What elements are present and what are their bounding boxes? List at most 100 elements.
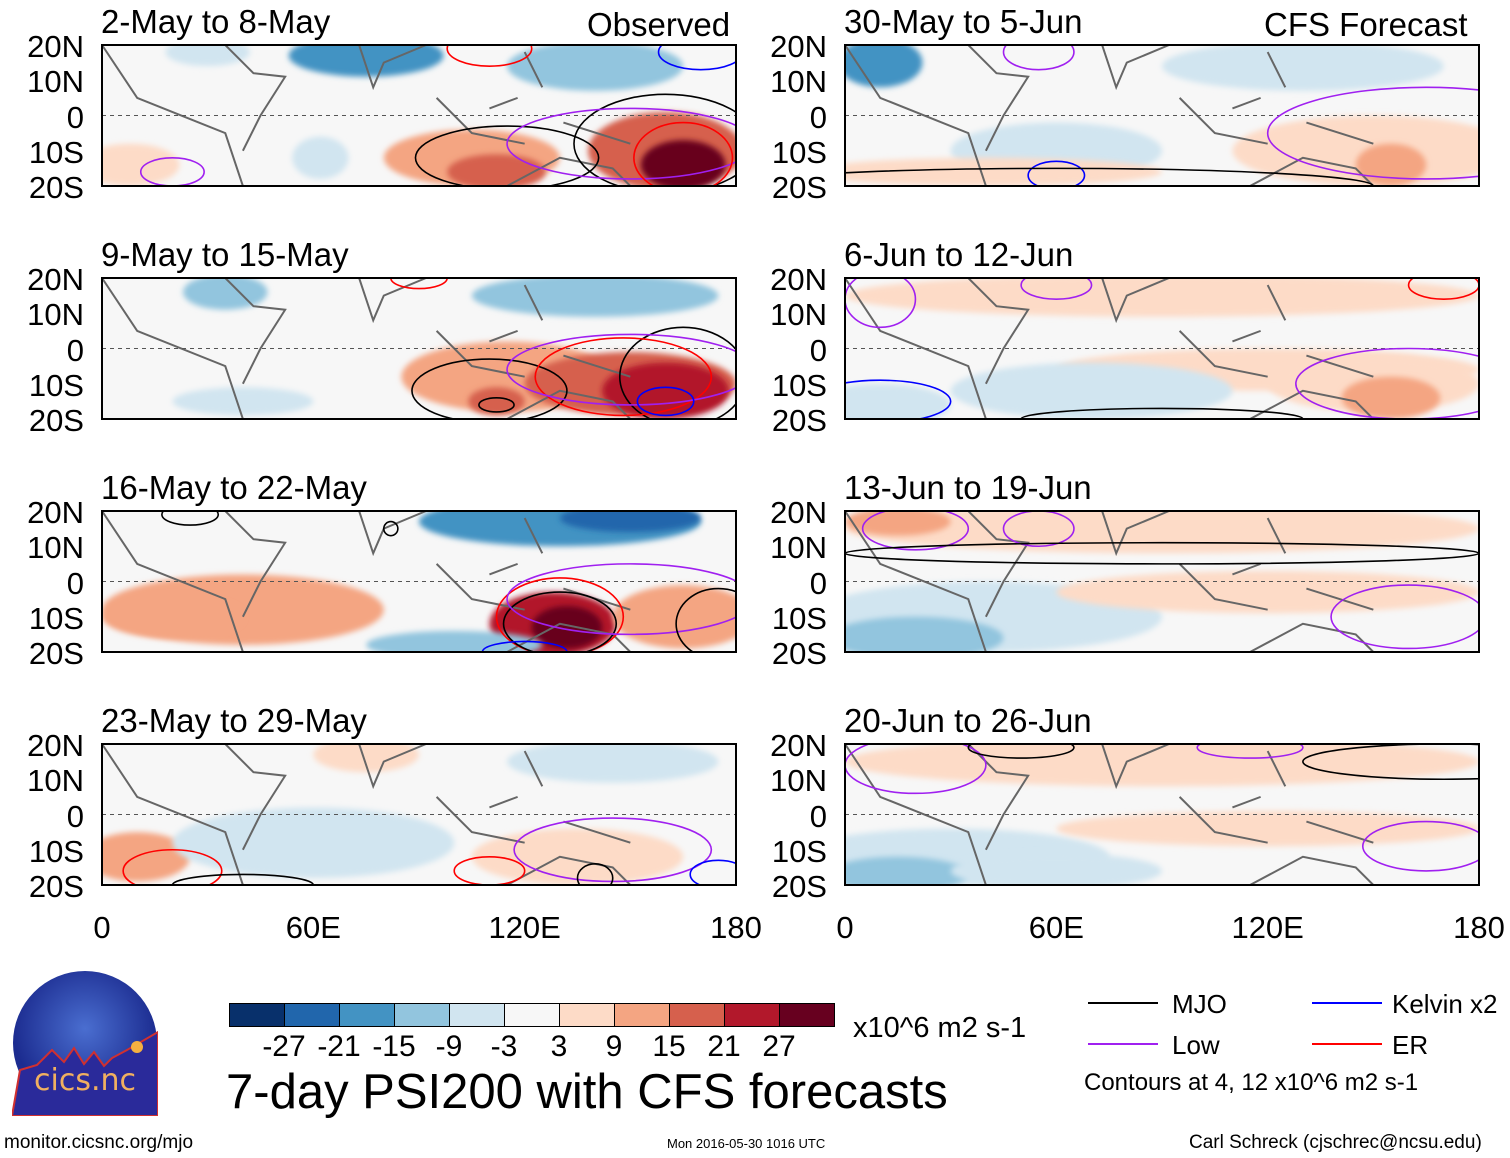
panel-frame: [844, 510, 1480, 653]
psi-anomaly-region: [102, 595, 243, 638]
low-contour: [506, 563, 736, 636]
er-legend-label: ER: [1392, 1030, 1429, 1060]
y-tick-label: 20S: [28, 403, 84, 438]
coastline: [845, 744, 1375, 885]
panel-frame: [844, 277, 1480, 420]
y-tick-label: 10N: [770, 530, 827, 566]
psi-anomaly-region: [559, 511, 701, 533]
coastline: [102, 278, 632, 419]
low-contour: [861, 511, 970, 551]
panel-title: 2-May to 8-May: [101, 3, 331, 40]
main-title: 7-day PSI200 with CFS forecasts: [226, 1065, 948, 1119]
kelvin-contour: [657, 45, 736, 71]
kelvin-contour: [636, 386, 695, 417]
panel-title: 13-Jun to 19-Jun: [844, 469, 1092, 506]
map-panel: [101, 743, 737, 886]
map-panel: [844, 44, 1480, 187]
low-contour: [1196, 744, 1304, 759]
mjo-contour: [502, 591, 618, 652]
mjo-legend-label: MJO: [1172, 989, 1227, 1019]
low-contour: [845, 744, 987, 795]
y-tick-label: 10S: [771, 367, 827, 403]
coastline: [845, 278, 1375, 419]
colorbar-swatch: [340, 1004, 395, 1026]
mjo-contour: [171, 873, 315, 885]
kelvin-contour: [845, 379, 952, 419]
map-panel: [101, 510, 737, 653]
psi-anomaly-region: [447, 154, 546, 186]
map-panel: [101, 277, 737, 420]
panel-frame: [101, 743, 737, 886]
psi-anomaly-region: [172, 387, 314, 416]
footer-url[interactable]: monitor.cicsnc.org/mjo: [4, 1132, 194, 1153]
mjo-legend-line: [1088, 1002, 1158, 1004]
y-tick-label: 10N: [770, 64, 827, 100]
psi-anomaly-region: [950, 853, 1162, 885]
low-contour: [1330, 584, 1479, 650]
y-tick-label: 20S: [28, 636, 84, 671]
colorbar-tick-label: -9: [435, 1030, 463, 1063]
low-contour: [506, 333, 736, 406]
y-tick-label: 10S: [771, 134, 827, 170]
colorbar-tick-label: 27: [762, 1030, 796, 1063]
y-tick-label: 10N: [770, 297, 827, 333]
mjo-contour: [1020, 407, 1304, 419]
cfs-forecast-label: CFS Forecast: [1264, 6, 1468, 43]
psi-anomaly-region: [366, 630, 543, 652]
panel-title: 16-May to 22-May: [101, 469, 367, 506]
y-tick-label: 10N: [27, 297, 84, 333]
y-tick-label: 10S: [771, 833, 827, 869]
x-tick-label: 180: [710, 910, 762, 945]
y-tick-label: 0: [66, 99, 84, 135]
panel-frame: [101, 277, 737, 420]
y-tick-label: 10N: [27, 530, 84, 566]
kelvin-contour: [481, 640, 568, 652]
y-tick-label: 20S: [771, 636, 827, 671]
x-tick-label: 120E: [1231, 910, 1304, 945]
footer-timestamp: Mon 2016-05-30 1016 UTC: [667, 1136, 826, 1151]
mjo-contour: [414, 125, 600, 186]
psi-anomaly-region: [183, 278, 268, 310]
low-contour: [845, 278, 917, 329]
psi-anomaly-region: [102, 143, 180, 186]
y-tick-label: 0: [66, 332, 84, 368]
map-panel: [844, 277, 1480, 420]
footer-author: Carl Schreck (cjschrec@ncsu.edu): [1189, 1132, 1482, 1153]
colorbar-tick-label: 9: [605, 1030, 623, 1063]
y-tick-label: 10S: [28, 833, 84, 869]
panel-title: 20-Jun to 26-Jun: [844, 702, 1092, 739]
psi-anomaly-region: [313, 744, 419, 773]
colorbar-swatch: [230, 1004, 285, 1026]
er-contour: [633, 121, 734, 186]
kelvin-legend-line: [1312, 1002, 1382, 1004]
psi-anomaly-region: [845, 856, 969, 885]
colorbar-tick-label: -15: [372, 1030, 416, 1063]
mjo-contour: [675, 587, 736, 652]
y-tick-label: 20N: [27, 29, 84, 64]
psi-anomaly-region: [640, 140, 726, 186]
mjo-contour: [1302, 744, 1479, 781]
colorbar-swatch: [395, 1004, 450, 1026]
y-tick-label: 0: [66, 798, 84, 834]
colorbar-swatch: [780, 1004, 834, 1026]
y-tick-label: 20N: [27, 262, 84, 297]
panel-frame: [844, 743, 1480, 886]
map-panel: [844, 510, 1480, 653]
observed-label: Observed: [587, 6, 731, 43]
colorbar-swatch: [285, 1004, 340, 1026]
map-panel: [101, 44, 737, 187]
x-tick-label: 60E: [1028, 910, 1084, 945]
psi-anomaly-region: [845, 45, 923, 88]
mjo-contour: [845, 541, 1479, 565]
y-tick-label: 0: [809, 798, 827, 834]
psi-anomaly-region: [845, 383, 951, 419]
y-tick-label: 10S: [771, 600, 827, 636]
colorbar-units: x10^6 m2 s-1: [853, 1012, 1027, 1044]
psi-anomaly-region: [845, 616, 1004, 652]
psi-anomaly-region: [1056, 810, 1479, 847]
er-contour: [446, 45, 533, 67]
colorbar-swatch: [450, 1004, 505, 1026]
low-contour: [1020, 278, 1093, 300]
psi-anomaly-region: [1162, 45, 1444, 91]
